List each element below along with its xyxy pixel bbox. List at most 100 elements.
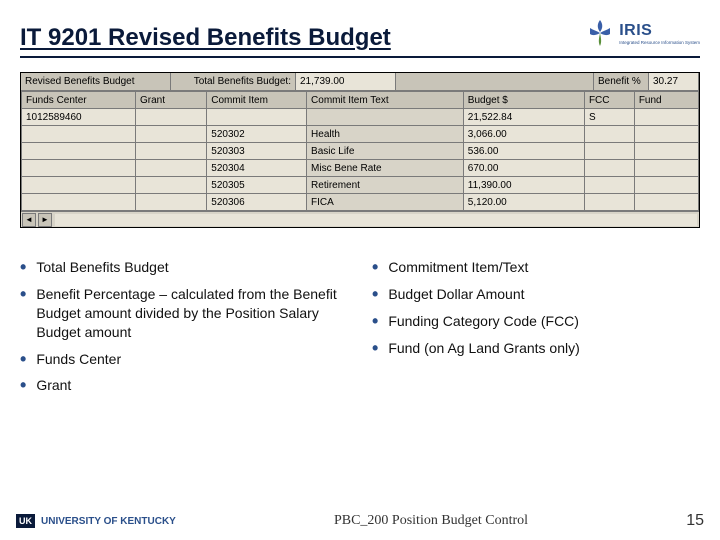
table-cell <box>22 126 136 143</box>
table-cell: FICA <box>307 194 464 211</box>
bullet-item: • Budget Dollar Amount <box>372 285 700 304</box>
table-cell <box>634 177 698 194</box>
footer: UK UNIVERSITY OF KENTUCKY PBC_200 Positi… <box>0 512 720 530</box>
col-header: Grant <box>136 92 207 109</box>
bullet-text: Total Benefits Budget <box>36 258 168 277</box>
table-row: 520303Basic Life536.00 <box>22 143 699 160</box>
bullet-text: Fund (on Ag Land Grants only) <box>388 339 579 358</box>
table-cell <box>634 143 698 160</box>
table-cell <box>22 143 136 160</box>
benefits-table: Funds CenterGrantCommit ItemCommit Item … <box>21 91 699 211</box>
table-cell <box>584 194 634 211</box>
table-cell <box>207 109 307 126</box>
bullet-text: Benefit Percentage – calculated from the… <box>36 285 348 342</box>
bullet-item: • Fund (on Ag Land Grants only) <box>372 339 700 358</box>
scroll-left-icon[interactable]: ◄ <box>22 213 36 227</box>
table-cell <box>634 194 698 211</box>
col-header: Fund <box>634 92 698 109</box>
bullet-item: • Funds Center <box>20 350 348 369</box>
table-cell <box>584 160 634 177</box>
scroll-right-icon[interactable]: ► <box>38 213 52 227</box>
bullet-item: •Benefit Percentage – calculated from th… <box>20 285 348 342</box>
uk-logo: UK UNIVERSITY OF KENTUCKY <box>16 514 176 528</box>
table-cell <box>584 143 634 160</box>
table-row: 520302Health3,066.00 <box>22 126 699 143</box>
col-header: Budget $ <box>463 92 584 109</box>
benefit-pct-value: 30.27 <box>649 73 699 91</box>
iris-logo-text: IRIS <box>619 22 700 40</box>
table-cell <box>136 143 207 160</box>
table-cell: Health <box>307 126 464 143</box>
table-cell <box>136 194 207 211</box>
table-cell: 520304 <box>207 160 307 177</box>
sap-summary-row: Revised Benefits Budget Total Benefits B… <box>21 73 699 91</box>
table-cell <box>634 109 698 126</box>
table-row: 1012589460 21,522.84S <box>22 109 699 126</box>
table-cell: Retirement <box>307 177 464 194</box>
table-cell <box>136 177 207 194</box>
bullet-dot-icon: • <box>20 285 26 342</box>
table-cell: 11,390.00 <box>463 177 584 194</box>
table-row: 520304Misc Bene Rate670.00 <box>22 160 699 177</box>
total-benefits-value: 21,739.00 <box>296 73 396 91</box>
bullet-item: • Grant <box>20 376 348 395</box>
bullet-dot-icon: • <box>372 312 378 331</box>
bullet-item: •Funding Category Code (FCC) <box>372 312 700 331</box>
table-cell: 520306 <box>207 194 307 211</box>
col-header: Funds Center <box>22 92 136 109</box>
uk-text: UNIVERSITY OF KENTUCKY <box>41 516 176 527</box>
table-cell: S <box>584 109 634 126</box>
bullet-dot-icon: • <box>20 258 26 277</box>
table-cell <box>307 109 464 126</box>
panel-label: Revised Benefits Budget <box>21 73 171 91</box>
col-header: Commit Item Text <box>307 92 464 109</box>
horizontal-scrollbar[interactable]: ◄ ► <box>21 211 699 227</box>
bullet-text: Funds Center <box>36 350 121 369</box>
bullet-dot-icon: • <box>20 376 26 395</box>
table-cell: 21,522.84 <box>463 109 584 126</box>
bullet-text: Commitment Item/Text <box>388 258 528 277</box>
iris-logo-sub: Integrated Resource Information System <box>619 40 700 45</box>
table-row: 520305Retirement11,390.00 <box>22 177 699 194</box>
table-cell: 1012589460 <box>22 109 136 126</box>
sap-panel: Revised Benefits Budget Total Benefits B… <box>20 72 700 228</box>
table-cell <box>136 109 207 126</box>
bullet-text: Budget Dollar Amount <box>388 285 524 304</box>
bullet-dot-icon: • <box>20 350 26 369</box>
bullet-columns: •Total Benefits Budget•Benefit Percentag… <box>20 258 700 403</box>
iris-logo: IRIS Integrated Resource Information Sys… <box>585 14 700 52</box>
bullet-dot-icon: • <box>372 258 378 277</box>
page-title: IT 9201 Revised Benefits Budget <box>20 24 391 52</box>
title-row: IT 9201 Revised Benefits Budget IRIS Int… <box>20 14 700 58</box>
table-cell: 520305 <box>207 177 307 194</box>
table-cell <box>584 126 634 143</box>
bullet-item: • Commitment Item/Text <box>372 258 700 277</box>
table-cell: 5,120.00 <box>463 194 584 211</box>
table-header-row: Funds CenterGrantCommit ItemCommit Item … <box>22 92 699 109</box>
col-header: FCC <box>584 92 634 109</box>
table-cell <box>634 160 698 177</box>
scroll-track[interactable] <box>55 214 697 226</box>
bullet-dot-icon: • <box>372 339 378 358</box>
table-cell <box>584 177 634 194</box>
table-cell: 3,066.00 <box>463 126 584 143</box>
table-cell <box>136 126 207 143</box>
table-cell <box>634 126 698 143</box>
table-cell: Basic Life <box>307 143 464 160</box>
table-cell <box>22 177 136 194</box>
page-number: 15 <box>686 512 704 530</box>
footer-center: PBC_200 Position Budget Control <box>334 513 528 529</box>
table-cell: 520303 <box>207 143 307 160</box>
total-benefits-label: Total Benefits Budget: <box>171 73 296 91</box>
table-cell <box>22 194 136 211</box>
bullet-text: Grant <box>36 376 71 395</box>
table-cell: Misc Bene Rate <box>307 160 464 177</box>
bullet-dot-icon: • <box>372 285 378 304</box>
uk-badge: UK <box>16 514 35 528</box>
table-cell: 670.00 <box>463 160 584 177</box>
col-header: Commit Item <box>207 92 307 109</box>
bullet-item: • Total Benefits Budget <box>20 258 348 277</box>
table-row: 520306FICA5,120.00 <box>22 194 699 211</box>
table-cell: 536.00 <box>463 143 584 160</box>
iris-flower-icon <box>585 18 615 48</box>
